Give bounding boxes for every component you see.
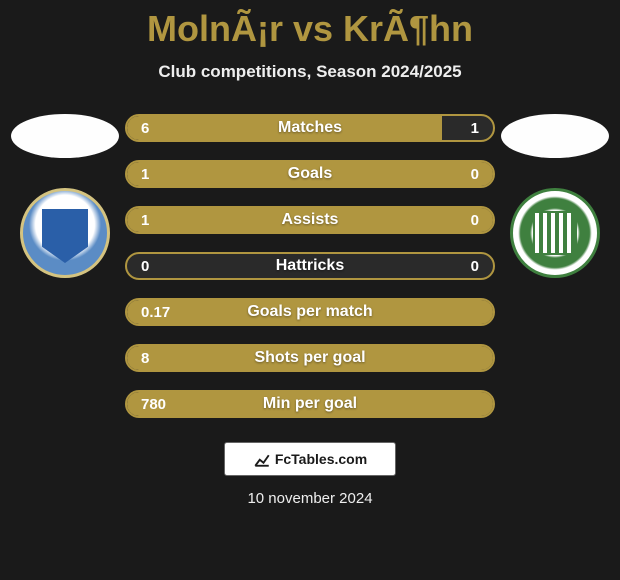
stat-left-value: 8 <box>141 350 149 367</box>
stat-bar: 0.17Goals per match <box>125 298 495 326</box>
right-player-col <box>495 114 615 278</box>
stat-label: Shots per goal <box>127 349 493 367</box>
stat-label: Hattricks <box>127 257 493 275</box>
chart-icon <box>253 450 271 468</box>
stat-bar: 1Goals0 <box>125 160 495 188</box>
stat-left-value: 0.17 <box>141 304 170 321</box>
stat-left-value: 780 <box>141 396 166 413</box>
stat-right-value: 0 <box>471 258 479 275</box>
footer-date: 10 november 2024 <box>247 490 372 507</box>
stat-left-value: 1 <box>141 166 149 183</box>
stat-right-value: 0 <box>471 212 479 229</box>
stat-label: Goals <box>127 165 493 183</box>
stat-bar: 0Hattricks0 <box>125 252 495 280</box>
left-player-col <box>5 114 125 278</box>
page-title: MolnÃ¡r vs KrÃ¶hn <box>147 8 473 50</box>
stat-left-value: 6 <box>141 120 149 137</box>
right-player-avatar <box>501 114 609 158</box>
footer-brand-badge: FcTables.com <box>224 442 396 476</box>
stat-bar: 1Assists0 <box>125 206 495 234</box>
stat-label: Goals per match <box>127 303 493 321</box>
stat-left-value: 0 <box>141 258 149 275</box>
stat-bar: 6Matches1 <box>125 114 495 142</box>
stats-column: 6Matches11Goals01Assists00Hattricks00.17… <box>125 114 495 418</box>
stat-left-value: 1 <box>141 212 149 229</box>
stat-bar: 8Shots per goal <box>125 344 495 372</box>
stat-right-value: 0 <box>471 166 479 183</box>
stat-right-value: 1 <box>471 120 479 137</box>
left-player-avatar <box>11 114 119 158</box>
stat-label: Assists <box>127 211 493 229</box>
stat-label: Matches <box>127 119 493 137</box>
page-subtitle: Club competitions, Season 2024/2025 <box>158 62 461 82</box>
stat-label: Min per goal <box>127 395 493 413</box>
left-team-badge <box>20 188 110 278</box>
right-team-badge <box>510 188 600 278</box>
comparison-row: 6Matches11Goals01Assists00Hattricks00.17… <box>0 114 620 418</box>
stat-bar: 780Min per goal <box>125 390 495 418</box>
footer-brand-text: FcTables.com <box>275 451 367 467</box>
